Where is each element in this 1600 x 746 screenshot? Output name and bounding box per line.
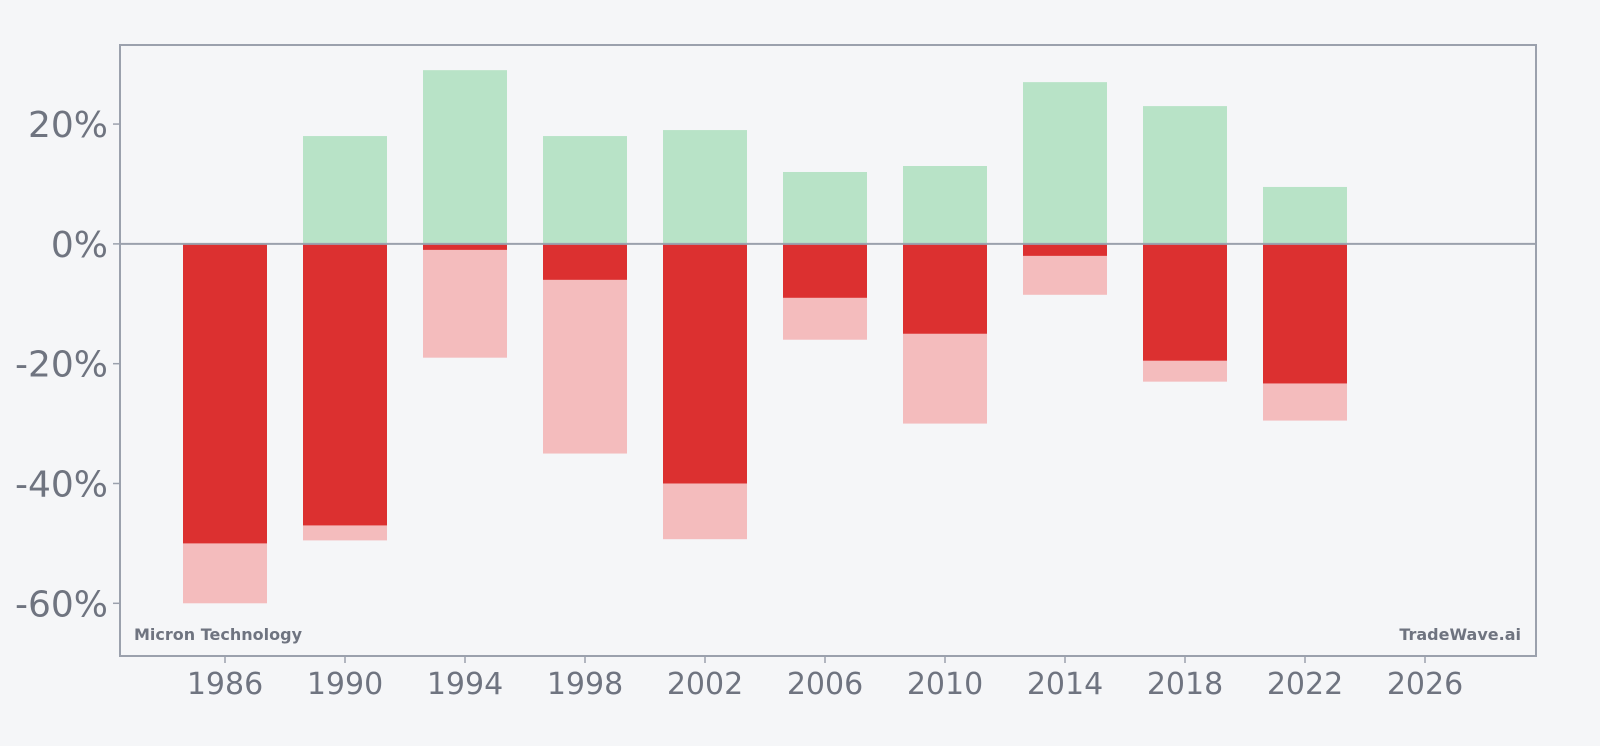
bar-gain-2002 [663,130,747,244]
bar-loss-1994 [423,243,507,250]
bar-drawdown-1994 [423,243,507,358]
x-axis: 1986 1990 1994 1998 2002 2006 2010 2014 2018 2022… [187,656,1463,702]
bar-loss-2014 [1023,243,1107,256]
bar-gain-1990 [303,136,387,244]
y-tick-label: -40% [15,464,108,505]
brand-label: TradeWave.ai [1399,625,1521,644]
x-tick-label: 2006 [787,667,863,702]
bar-loss-2002 [663,243,747,484]
x-tick-label: 1986 [187,667,263,702]
bar-loss-1986 [183,243,267,544]
bar-loss-1998 [543,243,627,280]
bar-gain-2006 [783,171,867,244]
y-tick-label: 0% [51,225,108,266]
x-tick-label: 2018 [1147,667,1223,702]
bar-loss-2022 [1263,243,1347,384]
x-tick-label: 2010 [907,667,983,702]
loss-bars [183,243,1347,544]
bar-loss-2010 [903,243,987,334]
y-tick-label: -20% [15,345,108,386]
y-axis: 20% 0% -20% -40% -60% [15,105,120,625]
bar-gain-2018 [1143,106,1227,244]
bar-loss-2006 [783,243,867,298]
x-tick-label: 2022 [1267,667,1343,702]
y-tick-label: -60% [15,584,108,625]
bar-gain-2014 [1023,82,1107,244]
bar-gain-1998 [543,136,627,244]
plot-frame [119,44,1537,657]
gain-bars [303,70,1347,244]
bar-gain-2022 [1263,186,1347,244]
x-tick-label: 1998 [547,667,623,702]
bar-gain-2010 [903,166,987,244]
x-tick-label: 2026 [1387,667,1463,702]
bar-loss-1990 [303,243,387,526]
x-tick-label: 1990 [307,667,383,702]
y-tick-label: 20% [28,105,108,146]
x-tick-label: 1994 [427,667,503,702]
company-label: Micron Technology [134,625,303,644]
x-tick-label: 2002 [667,667,743,702]
bar-gain-1994 [423,70,507,244]
bar-loss-2018 [1143,243,1227,361]
x-tick-label: 2014 [1027,667,1103,702]
